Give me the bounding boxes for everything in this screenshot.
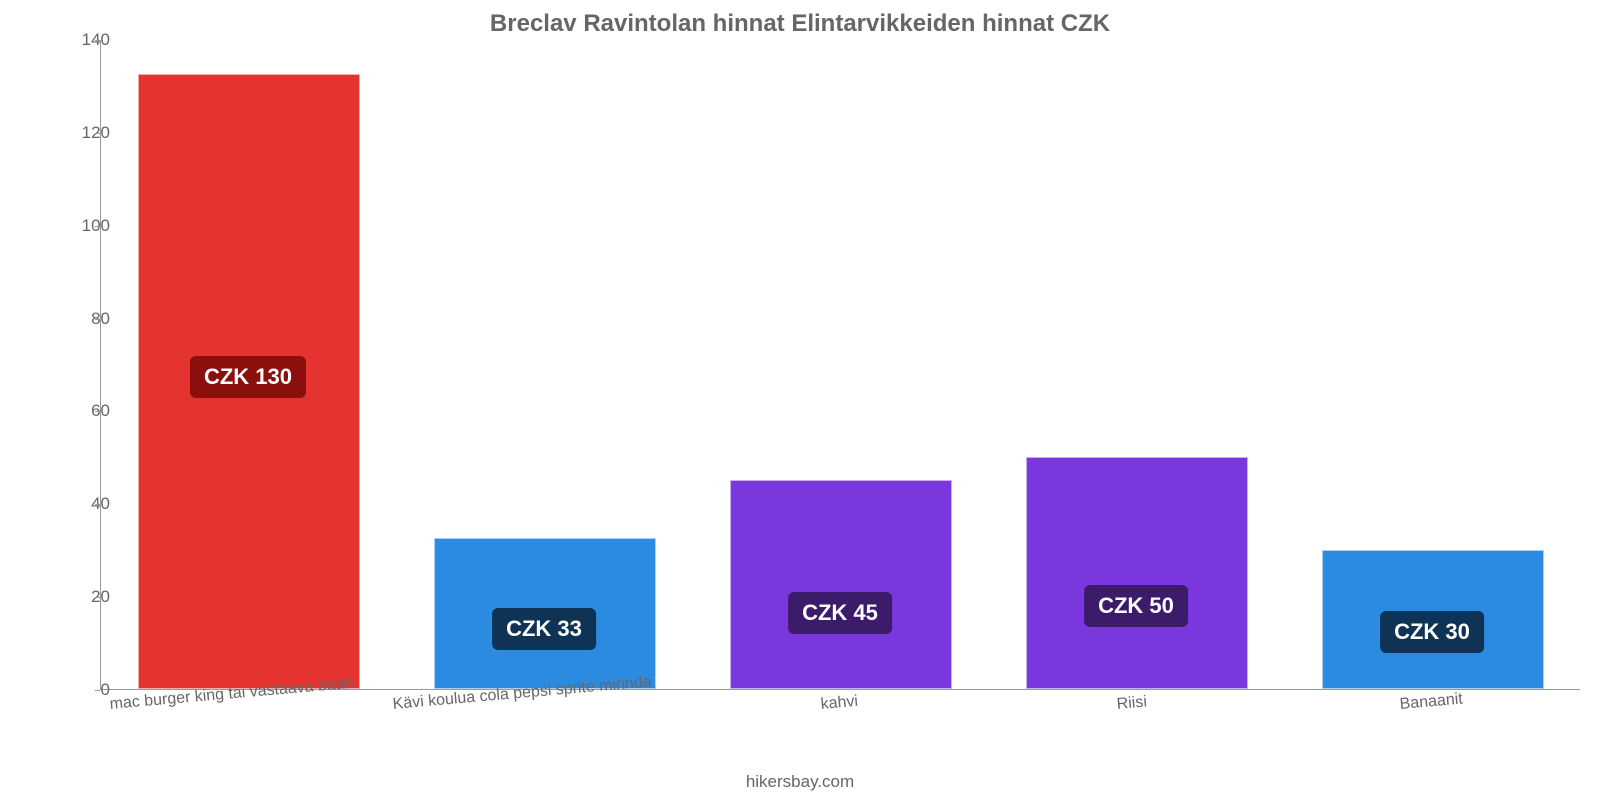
price-badge: CZK 130 xyxy=(190,356,306,398)
price-badge: CZK 45 xyxy=(788,592,892,634)
y-tick-mark xyxy=(95,133,100,134)
price-bar xyxy=(1026,457,1248,689)
y-tick-label: 40 xyxy=(50,494,110,514)
y-tick-mark xyxy=(95,40,100,41)
y-tick-mark xyxy=(95,226,100,227)
price-bar xyxy=(730,480,952,689)
x-tick-label: Riisi xyxy=(1116,693,1148,714)
y-tick-label: 140 xyxy=(50,30,110,50)
y-tick-label: 0 xyxy=(50,680,110,700)
chart-footer: hikersbay.com xyxy=(0,772,1600,792)
y-tick-mark xyxy=(95,690,100,691)
y-tick-label: 80 xyxy=(50,309,110,329)
y-tick-label: 60 xyxy=(50,401,110,421)
price-badge: CZK 33 xyxy=(492,608,596,650)
price-badge: CZK 50 xyxy=(1084,585,1188,627)
x-tick-label: kahvi xyxy=(820,693,859,714)
y-tick-mark xyxy=(95,411,100,412)
y-tick-mark xyxy=(95,319,100,320)
y-tick-mark xyxy=(95,597,100,598)
y-tick-label: 100 xyxy=(50,216,110,236)
y-tick-label: 20 xyxy=(50,587,110,607)
chart-title: Breclav Ravintolan hinnat Elintarvikkeid… xyxy=(0,10,1600,38)
price-bar-chart: Breclav Ravintolan hinnat Elintarvikkeid… xyxy=(0,0,1600,800)
y-tick-label: 120 xyxy=(50,123,110,143)
x-tick-label: Banaanit xyxy=(1399,690,1464,713)
y-tick-mark xyxy=(95,504,100,505)
price-badge: CZK 30 xyxy=(1380,611,1484,653)
